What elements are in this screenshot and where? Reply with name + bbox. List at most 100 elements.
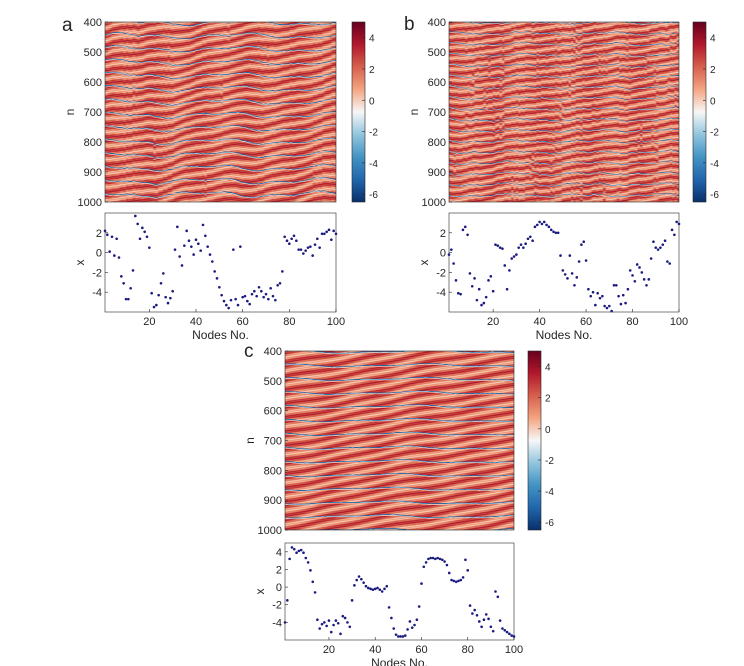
- scatter-point-c-16: [318, 627, 321, 630]
- scatter-point-a-56: [232, 248, 235, 251]
- scatter-point-c-71: [445, 563, 449, 567]
- scatter-point-c-60: [420, 582, 423, 585]
- scatter-point-c-88: [484, 613, 488, 616]
- heatmap-ytick-label-c-1000: 1000: [258, 525, 282, 537]
- scatter-point-a-99: [332, 229, 335, 233]
- scatter-point-b-7: [461, 228, 465, 232]
- scatter-point-b-48: [556, 231, 560, 235]
- scatter-point-b-25: [503, 264, 507, 267]
- scatter-point-c-96: [503, 629, 507, 632]
- scatter-point-a-55: [229, 298, 233, 302]
- scatter-point-c-35: [362, 581, 365, 584]
- scatter-point-a-8: [120, 275, 123, 278]
- scatter-point-a-30: [171, 289, 174, 293]
- scatter-point-a-46: [208, 253, 212, 256]
- scatter-point-c-81: [468, 604, 472, 607]
- scatter-point-b-26: [505, 287, 509, 291]
- scatter-point-b-74: [617, 294, 620, 298]
- scatter-point-b-75: [619, 302, 623, 306]
- scatter-point-b-5: [456, 291, 460, 295]
- scatter-ytick-label-b--2: -2: [436, 267, 446, 279]
- scatter-point-c-63: [427, 557, 430, 561]
- scatter-xtick-label-b-40: 40: [533, 316, 545, 328]
- scatter-point-b-14: [477, 287, 481, 291]
- scatter-point-c-47: [390, 616, 393, 620]
- scatter-point-a-63: [248, 302, 251, 306]
- scatter-point-b-62: [589, 294, 593, 298]
- scatter-point-a-13: [131, 269, 135, 272]
- scatter-point-c-58: [415, 618, 419, 622]
- scatter-point-c-91: [491, 629, 495, 633]
- scatter-point-a-74: [274, 298, 277, 302]
- scatter-point-b-11: [470, 284, 474, 288]
- scatter-point-c-97: [505, 630, 509, 634]
- scatter-point-a-37: [187, 239, 191, 243]
- scatter-point-c-22: [332, 623, 335, 627]
- scatter-point-a-5: [113, 254, 116, 257]
- scatter-point-b-42: [542, 220, 546, 224]
- heatmap-ytick-label-b-500: 500: [428, 47, 446, 59]
- scatter-point-a-81: [290, 237, 293, 241]
- scatter-point-a-57: [234, 297, 237, 301]
- scatter-point-c-65: [431, 556, 435, 560]
- scatter-point-a-29: [169, 296, 172, 300]
- scatter-point-c-33: [357, 575, 361, 578]
- scatter-point-b-8: [463, 225, 467, 229]
- scatter-point-a-78: [283, 235, 286, 239]
- scatter-point-c-93: [496, 595, 500, 599]
- colorbar-tick-label-b--2: -2: [710, 128, 719, 139]
- heatmap-ytick-label-a-1000: 1000: [78, 197, 102, 209]
- scatter-point-c-77: [459, 578, 463, 582]
- colorbar-tick-label-c-0: 0: [545, 425, 551, 436]
- heatmap-ytick-label-a-600: 600: [84, 77, 102, 89]
- scatter-point-b-50: [561, 269, 565, 272]
- colorbar-tick-label-c-2: 2: [545, 394, 551, 405]
- scatter-point-b-12: [473, 277, 476, 280]
- scatter-point-a-100: [334, 232, 338, 236]
- scatter-point-a-86: [302, 252, 305, 255]
- scatter-point-c-74: [452, 579, 456, 583]
- scatter-point-a-84: [297, 248, 300, 251]
- scatter-point-a-59: [239, 245, 242, 248]
- scatter-point-b-52: [566, 277, 569, 280]
- scatter-point-a-44: [204, 234, 207, 238]
- scatter-point-c-26: [341, 614, 345, 618]
- scatter-ytick-label-b-0: 0: [440, 248, 446, 260]
- scatter-frame-b: [448, 212, 680, 313]
- scatter-point-c-76: [457, 579, 460, 583]
- scatter-point-b-30: [515, 253, 518, 256]
- scatter-point-c-12: [309, 569, 312, 572]
- scatter-point-a-14: [134, 214, 137, 218]
- colorbar-tick-label-b-2: 2: [710, 65, 716, 76]
- scatter-point-b-43: [545, 223, 548, 227]
- scatter-point-b-73: [614, 283, 618, 287]
- scatter-point-a-92: [316, 237, 319, 241]
- scatter-point-c-69: [440, 558, 444, 562]
- scatter-point-c-64: [429, 556, 433, 560]
- scatter-point-c-67: [436, 556, 439, 560]
- scatter-point-b-44: [547, 225, 551, 229]
- scatter-ytick-label-c-4: 4: [276, 547, 282, 559]
- scatter-xtick-label-a-80: 80: [283, 316, 295, 328]
- scatter-xtick-label-c-60: 60: [415, 644, 427, 656]
- scatter-point-b-67: [601, 294, 604, 298]
- scatter-point-a-36: [185, 229, 188, 233]
- panel-label-b: b: [404, 14, 415, 35]
- scatter-point-a-38: [190, 245, 193, 248]
- scatter-point-b-87: [647, 278, 651, 281]
- scatter-point-c-51: [399, 635, 402, 638]
- scatter-point-a-53: [225, 303, 228, 307]
- scatter-point-c-15: [316, 618, 319, 622]
- scatter-xlabel-b: Nodes No.: [536, 328, 593, 342]
- scatter-point-a-97: [327, 228, 331, 232]
- scatter-point-c-30: [350, 599, 354, 602]
- scatter-point-b-6: [459, 292, 462, 296]
- scatter-point-c-42: [378, 588, 382, 592]
- scatter-point-b-23: [498, 246, 502, 249]
- scatter-point-a-16: [138, 237, 142, 241]
- heatmap-ytick-label-b-700: 700: [428, 107, 446, 119]
- scatter-point-b-17: [484, 295, 488, 299]
- scatter-point-c-7: [297, 549, 301, 553]
- scatter-point-c-3: [288, 557, 291, 561]
- heatmap-ytick-label-c-500: 500: [264, 376, 282, 388]
